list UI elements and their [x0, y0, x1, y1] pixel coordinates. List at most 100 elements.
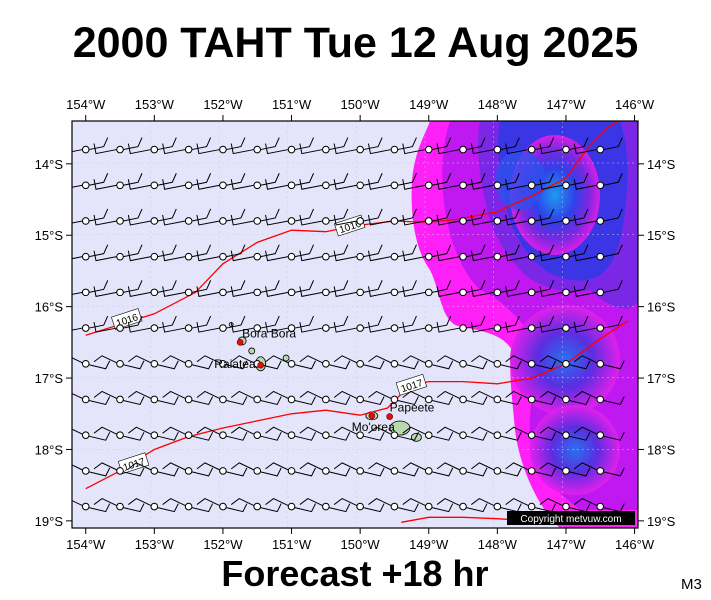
lat-label-right: 15°S [647, 228, 676, 243]
lat-label-right: 19°S [647, 514, 676, 529]
wind-barb [162, 244, 212, 262]
wind-barb [368, 497, 419, 513]
wind-barb [72, 464, 111, 477]
wind-barb [299, 280, 349, 297]
wind-barb [196, 390, 248, 406]
wind-barb [230, 208, 280, 226]
lon-label-top: 152°W [203, 97, 243, 112]
wind-barb [470, 208, 520, 226]
wind-barb [573, 280, 623, 297]
wind-barb [539, 137, 589, 155]
wind-barb [299, 497, 351, 513]
wind-barb [505, 390, 557, 406]
copyright-box: Copyright metvuw.com [507, 511, 635, 525]
wind-barb [93, 137, 143, 155]
wind-barb [505, 462, 557, 477]
wind-barb [573, 173, 623, 190]
lon-label-top: 150°W [341, 97, 381, 112]
place-markers: Bora Bora Raiatea Mo'orea Papeete [214, 326, 434, 434]
place-label: Raiatea [214, 357, 256, 371]
lon-label-top: 151°W [272, 97, 312, 112]
wind-barb [539, 208, 589, 226]
wind-barb [162, 355, 214, 370]
wind-barb [333, 173, 383, 190]
wind-barb [93, 280, 143, 297]
wind-barb [230, 173, 280, 190]
model-code: M3 [681, 576, 702, 593]
wind-barb [196, 426, 248, 441]
wind-barb [299, 244, 349, 262]
place-label: Bora Bora [242, 326, 296, 340]
wind-barb [333, 497, 385, 513]
lon-label-bottom: 154°W [66, 537, 106, 552]
wind-barb [333, 244, 383, 262]
wind-barb [230, 426, 282, 441]
wind-barb [402, 497, 454, 513]
wind-barb [367, 137, 417, 155]
wind-barb [573, 137, 623, 155]
isobar-label: 1017 [117, 452, 150, 475]
wind-barb [505, 355, 557, 370]
wind-barb [505, 315, 555, 333]
wind-barb [196, 462, 248, 477]
wind-barb [93, 208, 143, 226]
wind-barb [128, 497, 179, 513]
wind-barb [539, 173, 589, 190]
lon-label-bottom: 146°W [615, 537, 655, 552]
wind-barb [128, 390, 179, 406]
lat-label-left: 14°S [35, 157, 64, 172]
wind-barb [333, 462, 385, 477]
wind-barb [505, 244, 555, 262]
wind-barb [72, 208, 109, 225]
wind-barb [333, 390, 385, 406]
lat-label-left: 18°S [35, 442, 64, 457]
wind-barb [505, 280, 555, 297]
wind-barb [471, 390, 522, 406]
wind-barb [333, 315, 383, 333]
wind-barb [265, 208, 314, 226]
lat-label-left: 17°S [35, 371, 64, 386]
wind-barb [162, 390, 214, 406]
wind-barb [162, 208, 212, 226]
wind-barb [539, 280, 589, 297]
place-dot [368, 412, 376, 420]
copyright-text: Copyright metvuw.com [520, 514, 621, 525]
lon-label-bottom: 147°W [546, 537, 586, 552]
wind-barb [539, 426, 591, 441]
wind-barb [471, 355, 522, 370]
wind-barb [333, 137, 383, 155]
lon-label-top: 148°W [478, 97, 518, 112]
wind-barb [196, 208, 246, 226]
wind-barb [573, 390, 625, 406]
wind-barb [367, 208, 417, 226]
wind-barb [299, 208, 349, 226]
wind-barb [436, 426, 488, 441]
wind-barb [196, 355, 248, 370]
wind-barb [436, 244, 486, 262]
wind-barb [265, 137, 314, 155]
wind-barb [367, 173, 417, 190]
wind-barb [230, 244, 280, 262]
wind-barb [436, 497, 488, 513]
place-dot [236, 339, 244, 346]
wind-barb [573, 355, 625, 370]
wind-barb [265, 497, 316, 513]
wind-barb [265, 315, 314, 333]
wind-barb [162, 497, 214, 513]
lon-label-bottom: 148°W [478, 537, 518, 552]
wind-barb [230, 315, 280, 333]
wind-barb [72, 244, 109, 261]
wind-barb [573, 315, 623, 333]
wind-barb [196, 497, 248, 513]
wind-barb [367, 244, 417, 262]
wind-barb [265, 462, 316, 477]
wind-barb [368, 426, 419, 441]
wind-barb [539, 355, 591, 370]
page-title: 2000 TAHT Tue 12 Aug 2025 [72, 19, 639, 67]
isobar-line [85, 320, 629, 490]
wind-barb [265, 355, 316, 370]
wind-barb [196, 315, 246, 333]
wind-barb [93, 244, 143, 262]
wind-barb [505, 426, 557, 441]
wind-barb [196, 244, 246, 262]
